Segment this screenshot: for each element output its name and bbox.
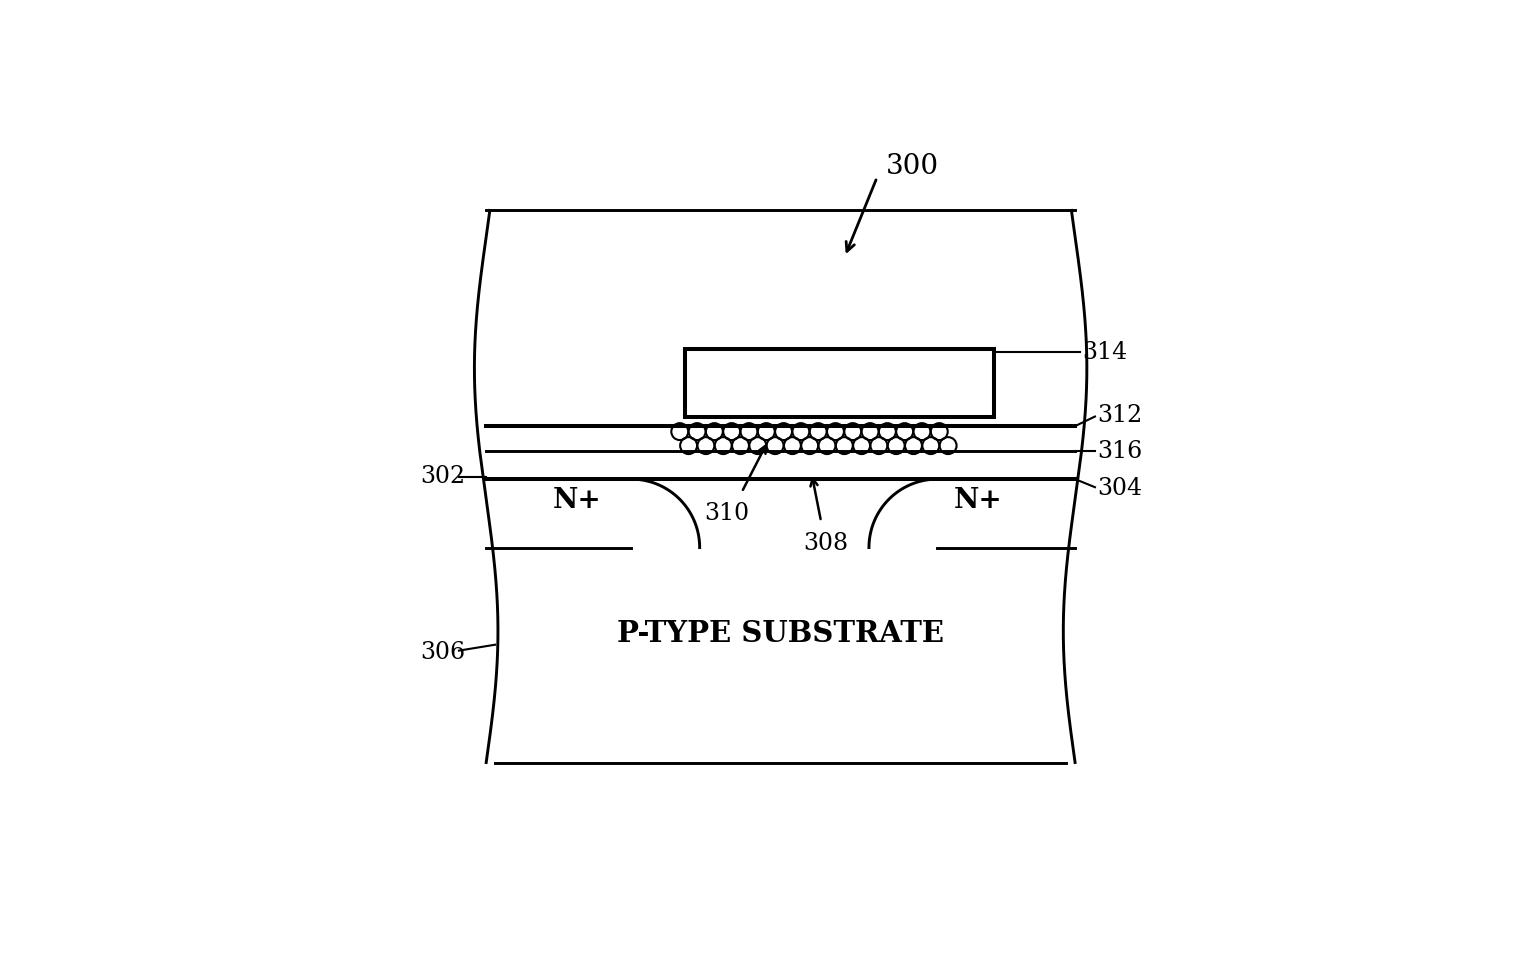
Text: 300: 300	[885, 153, 938, 180]
Text: 302: 302	[420, 466, 465, 489]
Text: 304: 304	[1098, 477, 1142, 500]
Text: 308: 308	[803, 532, 849, 555]
Text: 310: 310	[705, 502, 749, 525]
Text: 312: 312	[1098, 403, 1143, 426]
Text: 314: 314	[1082, 341, 1128, 364]
Text: 316: 316	[1098, 440, 1143, 463]
Text: P-TYPE SUBSTRATE: P-TYPE SUBSTRATE	[617, 619, 944, 648]
Text: N+: N+	[552, 487, 602, 514]
Bar	[685, 349, 994, 417]
Text: 306: 306	[420, 641, 465, 663]
Text: N+: N+	[954, 487, 1002, 514]
